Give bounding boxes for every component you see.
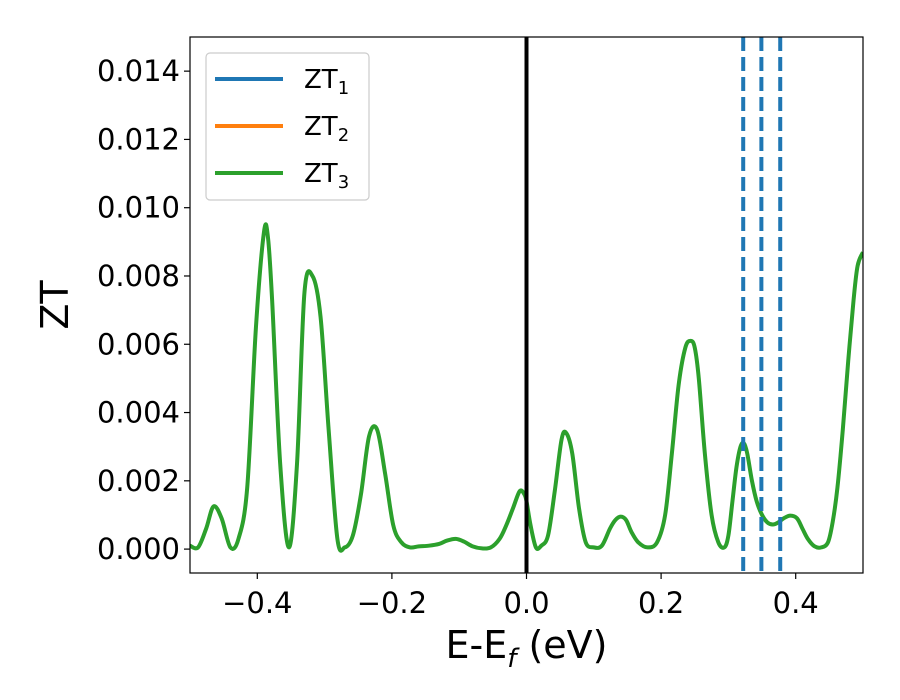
y-tick-label: 0.012 [97,122,180,156]
y-tick-label: 0.000 [97,532,180,566]
legend-label-2: ZT2 [304,112,349,146]
x-tick-label: −0.2 [357,586,427,620]
x-tick-label: 0.0 [503,586,549,620]
x-axis-label: E-Ef (eV) [446,623,608,674]
x-axis-label-base: E-E [446,623,508,667]
y-tick-label: 0.004 [97,396,180,430]
y-axis-label: ZT [33,280,77,330]
legend-label-1: ZT1 [304,65,349,99]
x-tick-label: 0.4 [773,586,819,620]
y-tick-label: 0.006 [97,327,180,361]
y-tick-label: 0.002 [97,464,180,498]
legend: ZT1 ZT2 ZT3 [205,52,370,201]
y-tick-label: 0.010 [97,191,180,225]
plot-area [190,37,863,573]
x-tick-label: 0.2 [638,586,684,620]
y-tick-label: 0.008 [97,259,180,293]
zt3-series-line [190,222,863,553]
y-tick-label: 0.014 [97,54,180,88]
legend-box [205,52,370,201]
x-axis-label-suffix: (eV) [516,623,607,667]
x-tick-label: −0.4 [222,586,292,620]
ticks: −0.4 −0.2 0.0 0.2 0.4 0.000 0.002 0.004 0.006 0.0… [97,54,819,620]
legend-label-3: ZT3 [304,159,349,193]
